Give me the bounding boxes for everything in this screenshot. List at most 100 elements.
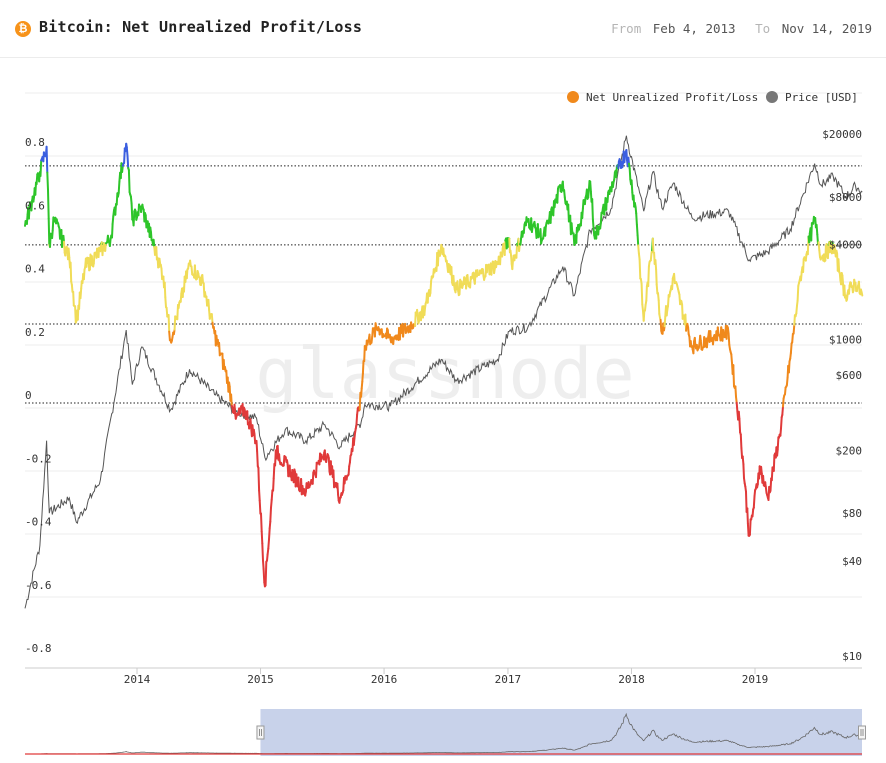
nupl-segment — [848, 284, 851, 295]
nupl-segment — [261, 542, 264, 562]
nupl-segment — [647, 265, 650, 288]
nupl-segment — [522, 223, 526, 234]
nupl-segment — [748, 518, 752, 536]
nupl-segment — [732, 364, 735, 388]
nupl-segment — [655, 268, 658, 286]
nupl-segment — [35, 173, 39, 186]
nupl-segment — [649, 252, 653, 262]
nupl-segment — [67, 247, 71, 259]
navigator-handle-right[interactable] — [858, 725, 866, 740]
nupl-segment — [111, 215, 115, 226]
nupl-segment — [634, 206, 638, 215]
nupl-segment — [739, 433, 743, 450]
from-date[interactable]: Feb 4, 2013 — [652, 21, 736, 36]
nupl-segment — [824, 245, 827, 262]
nupl-segment — [560, 184, 564, 193]
nupl-segment — [167, 314, 171, 333]
nupl-segment — [92, 252, 96, 265]
nupl-segment — [815, 223, 819, 236]
nupl-segment — [46, 171, 49, 191]
nupl-segment — [360, 380, 364, 390]
nupl-segment — [817, 241, 821, 252]
nupl-segment — [857, 280, 861, 294]
nupl-segment — [70, 283, 74, 293]
nupl-segment — [846, 292, 849, 301]
nupl-segment — [361, 360, 365, 375]
nupl-segment — [581, 207, 584, 219]
nupl-segment — [581, 199, 585, 210]
nupl-segment — [808, 232, 811, 244]
nupl-segment — [712, 336, 715, 346]
nupl-segment — [841, 274, 845, 286]
nupl-segment — [429, 280, 433, 294]
nupl-segment — [772, 454, 776, 472]
nupl-segment — [450, 266, 454, 284]
nupl-segment — [258, 489, 261, 502]
nupl-segment — [727, 332, 731, 346]
nupl-segment — [72, 290, 75, 307]
nupl-segment — [465, 274, 468, 290]
nupl-segment — [570, 222, 574, 233]
nupl-segment — [519, 237, 523, 246]
legend-price-label[interactable]: Price [USD] — [785, 91, 858, 104]
right-axis: $10 $40 $80 $200 $600 $1000 $4000 $8000 $20000 — [822, 128, 862, 663]
navigator-selection[interactable] — [260, 709, 862, 756]
nupl-segment — [709, 330, 712, 342]
nupl-series — [24, 142, 864, 588]
y-left-tick-label: 0.2 — [25, 326, 45, 339]
nupl-segment — [734, 385, 737, 398]
nupl-segment — [266, 547, 270, 556]
y-left-tick-label: 0.4 — [25, 263, 45, 276]
nupl-segment — [760, 465, 763, 475]
nupl-segment — [297, 476, 301, 491]
nupl-segment — [860, 291, 864, 297]
nupl-segment — [518, 243, 521, 252]
y-left-tick-label: 0.6 — [25, 199, 45, 212]
nupl-segment — [735, 395, 738, 404]
nupl-segment — [511, 259, 514, 271]
x-tick-label: 2017 — [495, 673, 522, 686]
nupl-segment — [210, 313, 214, 324]
nupl-segment — [82, 268, 86, 281]
date-range[interactable]: From Feb 4, 2013 To Nov 14, 2019 — [607, 21, 872, 36]
nupl-segment — [278, 453, 281, 463]
legend-nupl-label[interactable]: Net Unrealized Profit/Loss — [586, 91, 758, 104]
nupl-segment — [69, 261, 73, 283]
nupl-segment — [818, 249, 821, 259]
nupl-segment — [556, 187, 559, 204]
nupl-segment — [114, 203, 117, 216]
nupl-segment — [699, 339, 703, 351]
x-tick-label: 2014 — [124, 673, 151, 686]
navigator-handle-left[interactable] — [256, 725, 265, 740]
nupl-segment — [837, 258, 841, 273]
nupl-segment — [207, 298, 211, 311]
x-tick-label: 2015 — [247, 673, 274, 686]
nupl-segment — [97, 246, 101, 258]
nupl-segment — [544, 225, 547, 237]
nupl-segment — [549, 208, 553, 224]
nupl-segment — [269, 506, 272, 523]
nupl-segment — [315, 461, 318, 479]
legend[interactable]: Net Unrealized Profit/Loss Price [USD] — [567, 91, 858, 104]
nupl-segment — [150, 231, 153, 242]
nupl-segment — [784, 386, 787, 396]
nupl-segment — [270, 489, 274, 501]
nupl-segment — [635, 223, 639, 237]
range-navigator[interactable] — [25, 709, 866, 756]
nupl-segment — [563, 196, 567, 205]
nupl-segment — [746, 522, 750, 537]
nupl-segment — [630, 179, 634, 194]
nupl-segment — [270, 498, 273, 509]
nupl-segment — [47, 217, 51, 246]
nupl-segment — [591, 198, 594, 221]
nupl-segment — [752, 495, 756, 509]
nupl-segment — [638, 258, 642, 280]
nupl-segment — [705, 338, 709, 349]
nupl-segment — [130, 202, 134, 221]
nupl-segment — [490, 266, 494, 276]
nupl-segment — [625, 149, 628, 162]
nupl-segment — [416, 308, 419, 318]
to-date[interactable]: Nov 14, 2019 — [781, 21, 872, 36]
y-right-tick-label: $200 — [836, 444, 863, 457]
legend-nupl-swatch — [567, 91, 579, 103]
